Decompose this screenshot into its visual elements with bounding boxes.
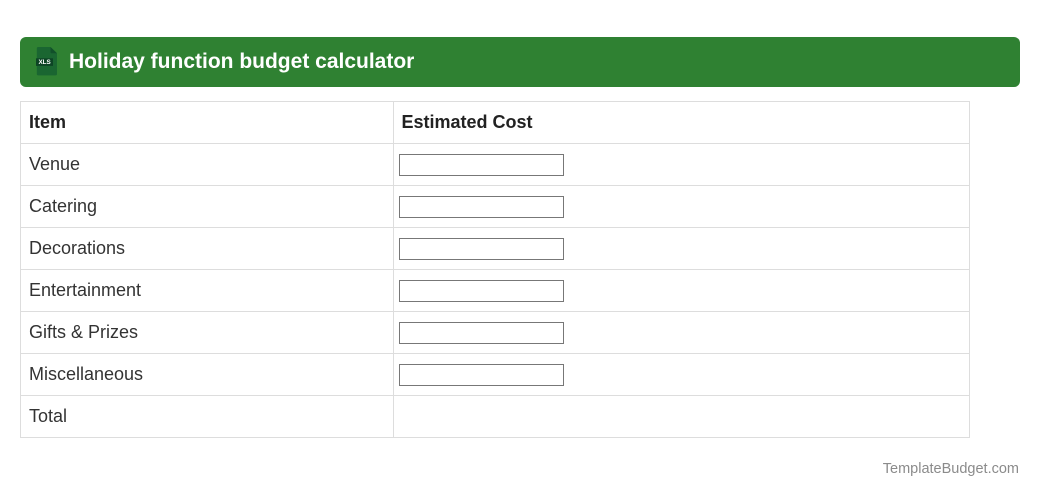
svg-text:XLS: XLS — [38, 59, 50, 66]
